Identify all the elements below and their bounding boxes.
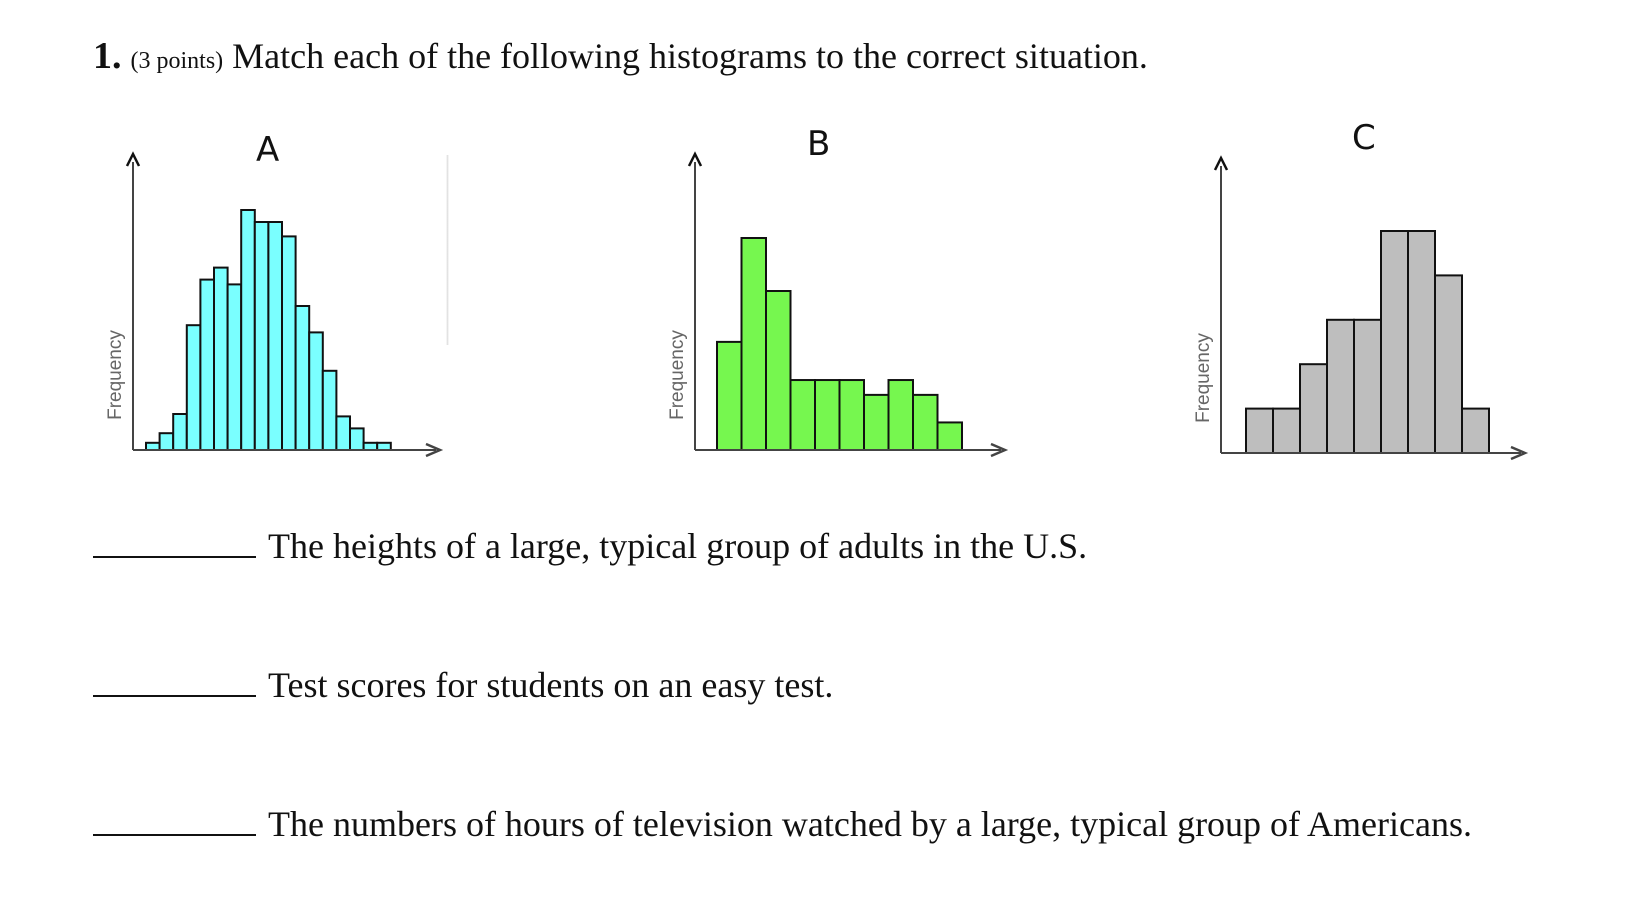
histogram-bar — [1407, 230, 1436, 454]
histogram-bar — [240, 209, 256, 451]
histogram-bar — [308, 331, 324, 451]
x-axis-arrow-icon — [1510, 445, 1529, 461]
histogram-bar — [740, 237, 767, 451]
histogram-bar — [863, 393, 890, 452]
histogram-b: Frequency — [660, 150, 1010, 470]
histogram-bar — [362, 441, 379, 451]
question-prompt: Match each of the following histograms t… — [232, 36, 1148, 76]
histogram-bar — [199, 278, 216, 451]
answer-blank-1[interactable] — [93, 556, 256, 558]
histogram-bar — [887, 379, 914, 451]
situation-text-3: The numbers of hours of television watch… — [268, 804, 1472, 844]
histogram-bar — [1434, 274, 1463, 455]
histogram-bar — [765, 290, 792, 451]
histogram-c: Frequency — [1180, 150, 1530, 470]
histogram-a-label: A — [256, 130, 280, 170]
y-axis-label: Frequency — [1193, 333, 1214, 423]
histogram-bar — [226, 283, 243, 451]
histogram-bar — [213, 266, 229, 451]
situation-row-2: Test scores for students on an easy test… — [93, 665, 833, 705]
histogram-bar — [838, 379, 865, 451]
histogram-bar — [716, 340, 743, 452]
histogram-bar — [1380, 230, 1409, 454]
histogram-bar — [1299, 363, 1328, 454]
situation-text-2: Test scores for students on an easy test… — [268, 665, 834, 705]
y-axis-arrow-icon — [687, 151, 703, 167]
histogram-a: Frequency — [100, 150, 444, 470]
histogram-bar — [1353, 318, 1382, 454]
histogram-b-chart: Frequency — [667, 151, 1009, 458]
histogram-bar — [145, 441, 161, 451]
answer-blank-2[interactable] — [93, 695, 256, 697]
question-number: 1. — [93, 35, 122, 77]
histogram-bar — [321, 369, 338, 451]
histogram-bar — [912, 393, 939, 452]
histogram-bar — [1245, 407, 1274, 455]
histogram-bar — [789, 379, 816, 451]
situation-text-1: The heights of a large, typical group of… — [268, 526, 1088, 566]
histogram-bar — [814, 379, 841, 451]
histogram-bar — [281, 235, 297, 452]
histogram-c-label: C — [1352, 118, 1376, 158]
faint-edge-a — [446, 155, 449, 345]
histogram-b-label: B — [807, 124, 831, 164]
histogram-a-chart: Frequency — [105, 151, 444, 458]
histogram-bar — [253, 221, 270, 451]
answer-blank-3[interactable] — [93, 834, 256, 836]
x-axis-arrow-icon — [990, 442, 1009, 458]
histogram-bar — [335, 415, 351, 451]
question-title: 1. (3 points) Match each of the followin… — [93, 34, 1148, 78]
histogram-bar — [267, 221, 283, 451]
histogram-bar — [1461, 407, 1490, 455]
histogram-bar — [158, 432, 175, 452]
histogram-bar — [172, 413, 188, 451]
y-axis-arrow-icon — [1213, 155, 1229, 171]
x-axis-arrow-icon — [425, 442, 444, 458]
histogram-bar — [349, 427, 365, 451]
histogram-bar — [1272, 407, 1301, 455]
histogram-bar — [936, 421, 963, 452]
situation-row-1: The heights of a large, typical group of… — [93, 526, 1087, 566]
y-axis-arrow-icon — [125, 151, 141, 167]
y-axis-label: Frequency — [105, 330, 126, 420]
histogram-bar — [376, 441, 392, 451]
y-axis-label: Frequency — [667, 330, 688, 420]
histogram-bar — [1326, 318, 1355, 454]
histogram-c-chart: Frequency — [1193, 155, 1529, 461]
histogram-bar — [185, 324, 202, 451]
question-points: (3 points) — [130, 48, 224, 74]
histogram-bar — [294, 305, 311, 451]
situation-row-3: The numbers of hours of television watch… — [93, 804, 1472, 844]
